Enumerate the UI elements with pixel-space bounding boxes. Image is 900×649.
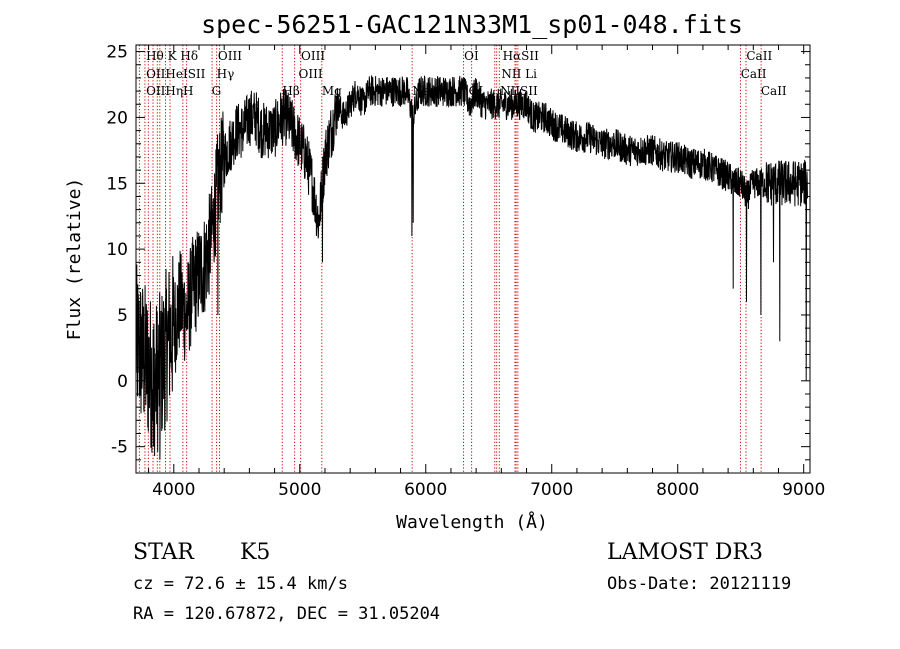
- y-tick-label: 25: [106, 43, 128, 63]
- y-tick-label: 5: [117, 306, 128, 326]
- x-tick-label: 5000: [278, 480, 321, 500]
- y-tick-label: 20: [106, 108, 128, 128]
- ra-dec: RA = 120.67872, DEC = 31.05204: [133, 604, 441, 624]
- object-subclass: K5: [240, 540, 271, 565]
- line-id-label: OI: [464, 49, 479, 63]
- x-tick-label: 9000: [782, 480, 825, 500]
- y-tick-label: -5: [111, 438, 128, 458]
- redshift-cz: cz = 72.6 ± 15.4 km/s: [133, 574, 348, 594]
- x-axis-ticks: 4000 5000 6000 7000 8000 9000: [148, 45, 825, 500]
- line-id-label: CaII: [741, 67, 767, 81]
- line-id-label: CaII: [761, 84, 787, 98]
- survey-name: LAMOST DR3: [607, 540, 763, 565]
- line-id-label: OIII: [218, 49, 242, 63]
- line-id-label: OIII: [299, 67, 323, 81]
- y-tick-label: 0: [117, 372, 128, 392]
- line-id-label: OIII: [301, 49, 325, 63]
- object-class: STAR: [133, 540, 194, 565]
- plot-frame: [135, 44, 811, 474]
- y-tick-label: 10: [106, 240, 128, 260]
- x-axis-label: Wavelength (Å): [396, 511, 548, 533]
- line-id-label: CaII: [746, 49, 772, 63]
- x-tick-label: 6000: [404, 480, 447, 500]
- line-id-label: Hβ: [282, 84, 299, 98]
- line-id-label: OIIHeISII: [146, 67, 206, 81]
- line-id-label: OIIHηH: [146, 84, 193, 98]
- y-tick-label: 15: [106, 174, 128, 194]
- line-id-label: Hγ: [217, 67, 235, 81]
- y-axis-label: Flux (relative): [64, 178, 85, 341]
- y-axis-ticks: -5 0 5 10 15 20 25: [106, 43, 810, 461]
- line-id-label: G: [212, 84, 222, 98]
- line-id-label: NII Li: [501, 67, 537, 81]
- x-tick-label: 7000: [530, 480, 573, 500]
- x-tick-label: 8000: [656, 480, 699, 500]
- line-markers: [138, 45, 762, 473]
- obs-date: Obs-Date: 20121119: [607, 574, 792, 594]
- chart-title: spec-56251-GAC121N33M1_sp01-048.fits: [201, 10, 743, 39]
- x-tick-label: 4000: [152, 480, 195, 500]
- line-id-label: Hθ K Hδ: [146, 49, 198, 63]
- line-id-label: HαSII: [503, 49, 540, 63]
- spectrum-line: [135, 74, 808, 460]
